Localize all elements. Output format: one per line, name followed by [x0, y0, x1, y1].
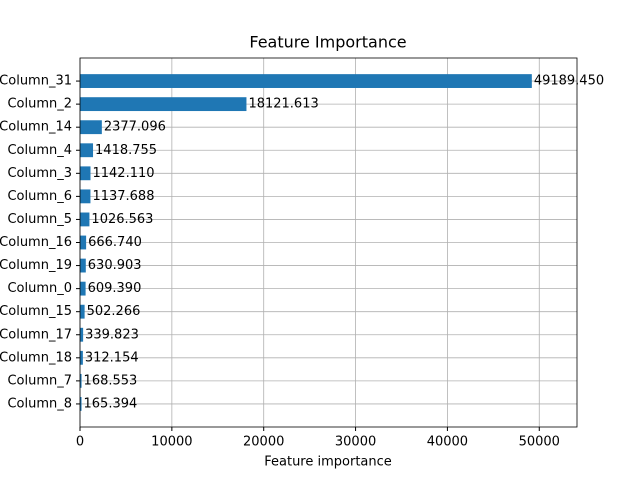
y-tick-label: Column_2: [7, 97, 72, 112]
bar: [80, 143, 94, 158]
bar: [80, 235, 87, 250]
bar: [80, 258, 86, 273]
y-tick-label: Column_16: [0, 235, 72, 250]
bar: [80, 74, 532, 88]
y-tick-label: Column_3: [7, 166, 72, 181]
y-tick-label: Column_17: [0, 327, 72, 342]
x-tick-label: 10000: [151, 435, 192, 450]
y-tick-label: Column_8: [7, 396, 72, 411]
x-tick-label: 0: [76, 435, 84, 450]
bar: [80, 212, 90, 227]
bar: [80, 97, 247, 112]
value-label: 1137.688: [92, 189, 154, 204]
bar: [80, 373, 82, 388]
y-tick-label: Column_15: [0, 304, 72, 319]
value-label: 312.154: [85, 350, 139, 365]
bar: [80, 397, 82, 411]
y-tick-label: Column_14: [0, 120, 72, 135]
value-label: 165.394: [84, 396, 138, 411]
x-tick-label: 40000: [427, 435, 468, 450]
y-tick-label: Column_31: [0, 74, 72, 89]
plot-frame: [79, 57, 578, 428]
value-label: 1142.110: [92, 166, 154, 181]
chart-title: Feature Importance: [249, 33, 406, 52]
y-tick-label: Column_18: [0, 350, 72, 365]
y-tick-label: Column_5: [7, 212, 72, 227]
value-label: 18121.613: [248, 97, 318, 112]
x-axis-label: Feature importance: [264, 455, 392, 470]
y-tick-label: Column_4: [7, 143, 72, 158]
value-label: 502.266: [87, 304, 141, 319]
y-tick-label: Column_6: [7, 189, 72, 204]
bar: [80, 350, 83, 365]
bar: [80, 120, 102, 135]
x-tick-label: 30000: [335, 435, 376, 450]
value-label: 49189.450: [534, 74, 604, 89]
bar: [80, 166, 91, 181]
x-tick-label: 50000: [519, 435, 560, 450]
value-label: 2377.096: [104, 120, 166, 135]
value-label: 1026.563: [91, 212, 153, 227]
value-label: 666.740: [88, 235, 142, 250]
y-tick-label: Column_0: [7, 281, 72, 296]
bar: [80, 281, 86, 296]
y-tick-label: Column_19: [0, 258, 72, 273]
value-label: 1418.755: [95, 143, 157, 158]
value-label: 168.553: [84, 373, 138, 388]
x-tick-label: 20000: [243, 435, 284, 450]
value-label: 609.390: [88, 281, 142, 296]
y-tick-label: Column_7: [7, 373, 72, 388]
value-label: 630.903: [88, 258, 142, 273]
bar: [80, 327, 84, 342]
bar: [80, 304, 85, 319]
value-label: 339.823: [85, 327, 139, 342]
bar: [80, 189, 91, 204]
